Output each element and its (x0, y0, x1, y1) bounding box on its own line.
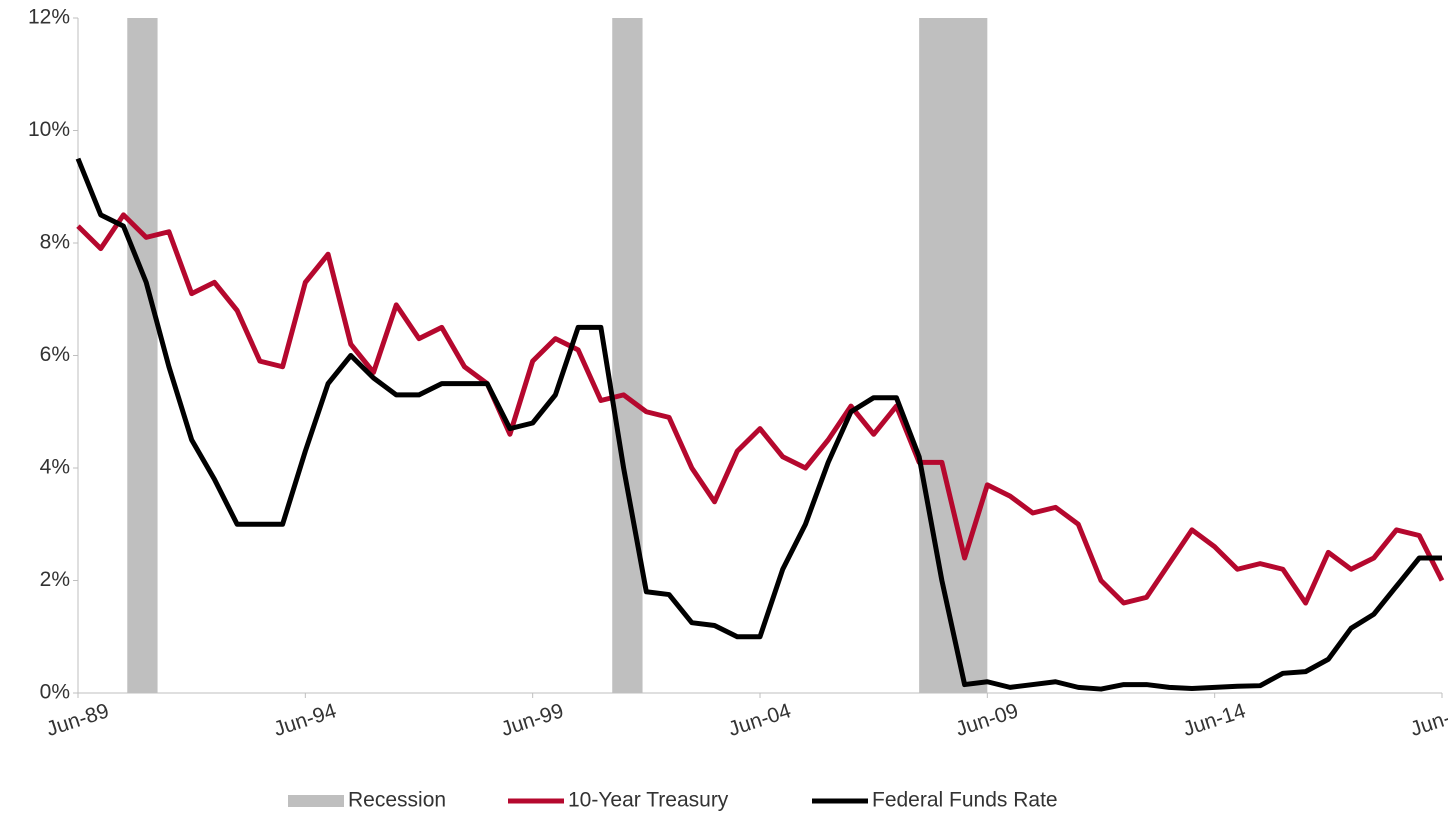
recession-band (919, 18, 988, 693)
x-tick-label: Jun-19 (1408, 699, 1448, 741)
x-tick-label: Jun-89 (44, 699, 112, 741)
recession-band (127, 18, 158, 693)
y-tick-label: 12% (28, 6, 70, 29)
legend-label: Federal Funds Rate (872, 789, 1058, 812)
legend-label: Recession (348, 789, 446, 812)
x-tick-label: Jun-14 (1180, 699, 1248, 741)
legend-label: 10-Year Treasury (568, 789, 729, 812)
y-tick-label: 2% (40, 568, 70, 591)
legend-swatch (288, 795, 344, 807)
y-tick-label: 6% (40, 343, 70, 366)
x-tick-label: Jun-99 (498, 699, 566, 741)
x-tick-label: Jun-09 (953, 699, 1021, 741)
y-tick-label: 10% (28, 118, 70, 141)
line-series (76, 212, 1445, 606)
x-tick-label: Jun-04 (726, 699, 794, 741)
x-tick-label: Jun-94 (271, 699, 339, 741)
y-tick-label: 0% (40, 681, 70, 704)
y-tick-label: 8% (40, 231, 70, 254)
y-tick-label: 4% (40, 456, 70, 479)
recession-band (612, 18, 643, 693)
line-series (75, 157, 1442, 692)
